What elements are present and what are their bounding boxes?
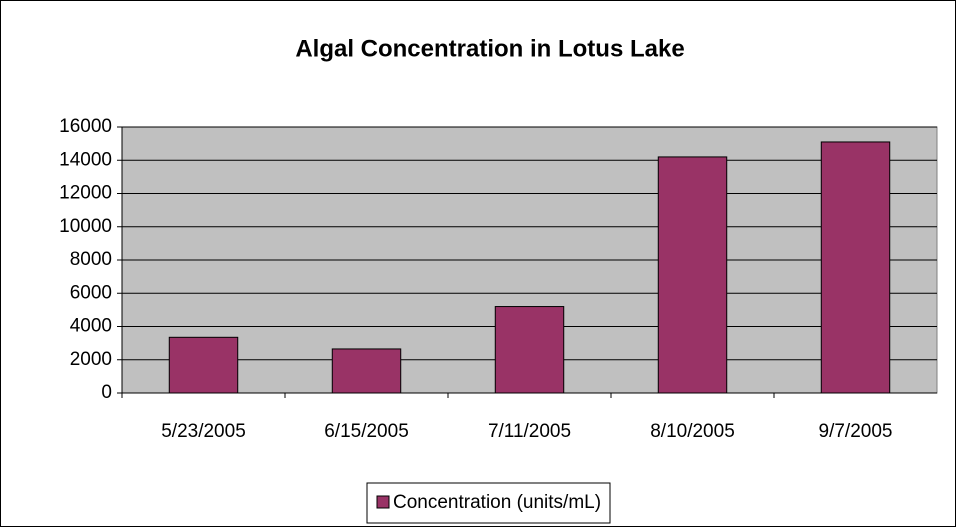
y-tick-label: 12000 xyxy=(59,183,112,204)
y-tick-label: 4000 xyxy=(70,316,112,337)
x-tick-label: 9/7/2005 xyxy=(819,421,893,442)
y-tick-label: 6000 xyxy=(70,282,112,303)
x-tick-label: 5/23/2005 xyxy=(161,421,246,442)
x-tick-label: 7/11/2005 xyxy=(488,421,571,442)
y-tick-label: 2000 xyxy=(70,349,112,370)
x-tick-label: 6/15/2005 xyxy=(324,421,409,442)
y-tick-label: 10000 xyxy=(59,216,112,237)
bar xyxy=(657,156,728,394)
bar xyxy=(494,306,565,394)
legend-swatch xyxy=(376,495,390,509)
bar xyxy=(168,336,239,394)
legend-box xyxy=(366,482,611,524)
bar xyxy=(331,348,402,394)
chart-title: Algal Concentration in Lotus Lake xyxy=(295,35,684,62)
y-tick-label: 14000 xyxy=(59,149,112,170)
bar xyxy=(820,141,891,394)
y-tick-label: 16000 xyxy=(59,116,112,137)
legend-label: Concentration (units/mL) xyxy=(393,492,601,513)
x-tick-label: 8/10/2005 xyxy=(650,421,735,442)
y-tick-label: 0 xyxy=(101,382,112,403)
y-tick-label: 8000 xyxy=(70,249,112,270)
